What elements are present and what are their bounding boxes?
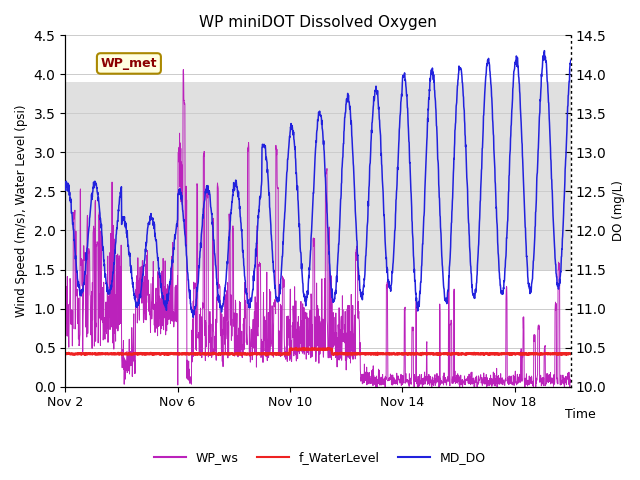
Y-axis label: DO (mg/L): DO (mg/L)	[612, 180, 625, 241]
Text: WP_met: WP_met	[100, 57, 157, 70]
Legend: WP_ws, f_WaterLevel, MD_DO: WP_ws, f_WaterLevel, MD_DO	[149, 446, 491, 469]
X-axis label: Time: Time	[566, 408, 596, 420]
Title: WP miniDOT Dissolved Oxygen: WP miniDOT Dissolved Oxygen	[199, 15, 437, 30]
Y-axis label: Wind Speed (m/s), Water Level (psi): Wind Speed (m/s), Water Level (psi)	[15, 105, 28, 317]
Bar	[65, 82, 571, 270]
